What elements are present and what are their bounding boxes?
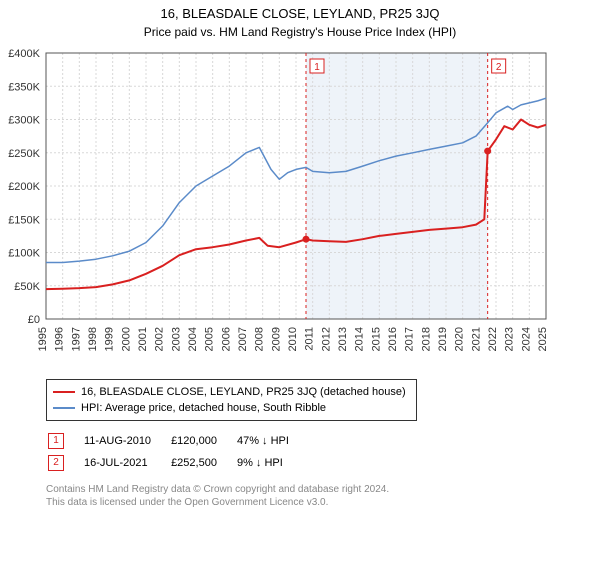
svg-text:£200K: £200K xyxy=(8,181,40,193)
svg-text:£300K: £300K xyxy=(8,115,40,127)
svg-text:2006: 2006 xyxy=(220,327,232,351)
svg-text:1998: 1998 xyxy=(87,327,99,351)
svg-text:2020: 2020 xyxy=(454,327,466,351)
svg-text:2019: 2019 xyxy=(437,327,449,351)
sale-delta-2: 9% ↓ HPI xyxy=(237,453,307,473)
sales-table: 1 11-AUG-2010 £120,000 47% ↓ HPI 2 16-JU… xyxy=(46,429,309,475)
svg-text:2025: 2025 xyxy=(537,327,549,351)
svg-text:2023: 2023 xyxy=(504,327,516,351)
svg-text:2: 2 xyxy=(496,62,502,73)
sale-delta-1: 47% ↓ HPI xyxy=(237,431,307,451)
sale-marker-1: 1 xyxy=(48,433,64,449)
svg-text:2022: 2022 xyxy=(487,327,499,351)
svg-text:1995: 1995 xyxy=(37,327,49,351)
sale-price-1: £120,000 xyxy=(171,431,235,451)
svg-text:2021: 2021 xyxy=(470,327,482,351)
svg-text:2013: 2013 xyxy=(337,327,349,351)
page-title: 16, BLEASDALE CLOSE, LEYLAND, PR25 3JQ xyxy=(0,6,600,21)
svg-text:2002: 2002 xyxy=(154,327,166,351)
svg-text:2015: 2015 xyxy=(370,327,382,351)
svg-text:2010: 2010 xyxy=(287,327,299,351)
page-subtitle: Price paid vs. HM Land Registry's House … xyxy=(0,25,600,39)
legend: 16, BLEASDALE CLOSE, LEYLAND, PR25 3JQ (… xyxy=(46,379,417,421)
svg-text:£400K: £400K xyxy=(8,48,40,60)
footer: Contains HM Land Registry data © Crown c… xyxy=(46,483,600,509)
svg-text:2014: 2014 xyxy=(354,327,366,351)
svg-text:2000: 2000 xyxy=(120,327,132,351)
svg-text:2005: 2005 xyxy=(204,327,216,351)
svg-text:2009: 2009 xyxy=(270,327,282,351)
chart-container: £0 £50K £100K £150K £200K £250K £300K £350K £400… xyxy=(0,43,600,373)
svg-text:2012: 2012 xyxy=(320,327,332,351)
svg-text:2003: 2003 xyxy=(170,327,182,351)
legend-label-hpi: HPI: Average price, detached house, Sout… xyxy=(81,400,326,416)
legend-item-hpi: HPI: Average price, detached house, Sout… xyxy=(53,400,406,416)
svg-text:£350K: £350K xyxy=(8,81,40,93)
svg-text:£0: £0 xyxy=(28,314,40,326)
price-chart: £0 £50K £100K £150K £200K £250K £300K £350K £400… xyxy=(0,43,560,373)
svg-text:2001: 2001 xyxy=(137,327,149,351)
svg-text:£150K: £150K xyxy=(8,214,40,226)
svg-text:1996: 1996 xyxy=(54,327,66,351)
svg-text:2024: 2024 xyxy=(520,327,532,351)
svg-text:2016: 2016 xyxy=(387,327,399,351)
sale-price-2: £252,500 xyxy=(171,453,235,473)
table-row: 2 16-JUL-2021 £252,500 9% ↓ HPI xyxy=(48,453,307,473)
sale-date-2: 16-JUL-2021 xyxy=(84,453,169,473)
sale-date-1: 11-AUG-2010 xyxy=(84,431,169,451)
svg-text:2008: 2008 xyxy=(254,327,266,351)
svg-text:2018: 2018 xyxy=(420,327,432,351)
legend-swatch-hpi xyxy=(53,407,75,409)
legend-swatch-property xyxy=(53,391,75,393)
legend-label-property: 16, BLEASDALE CLOSE, LEYLAND, PR25 3JQ (… xyxy=(81,384,406,400)
svg-text:2007: 2007 xyxy=(237,327,249,351)
svg-text:2011: 2011 xyxy=(304,327,316,351)
footer-line-1: Contains HM Land Registry data © Crown c… xyxy=(46,483,600,496)
svg-text:2004: 2004 xyxy=(187,327,199,351)
svg-text:2017: 2017 xyxy=(404,327,416,351)
svg-text:1999: 1999 xyxy=(104,327,116,351)
svg-text:£50K: £50K xyxy=(14,281,40,293)
svg-text:£250K: £250K xyxy=(8,148,40,160)
table-row: 1 11-AUG-2010 £120,000 47% ↓ HPI xyxy=(48,431,307,451)
svg-text:1: 1 xyxy=(314,62,320,73)
svg-text:1997: 1997 xyxy=(70,327,82,351)
sale-marker-2: 2 xyxy=(48,455,64,471)
svg-text:£100K: £100K xyxy=(8,248,40,260)
footer-line-2: This data is licensed under the Open Gov… xyxy=(46,496,600,509)
legend-item-property: 16, BLEASDALE CLOSE, LEYLAND, PR25 3JQ (… xyxy=(53,384,406,400)
